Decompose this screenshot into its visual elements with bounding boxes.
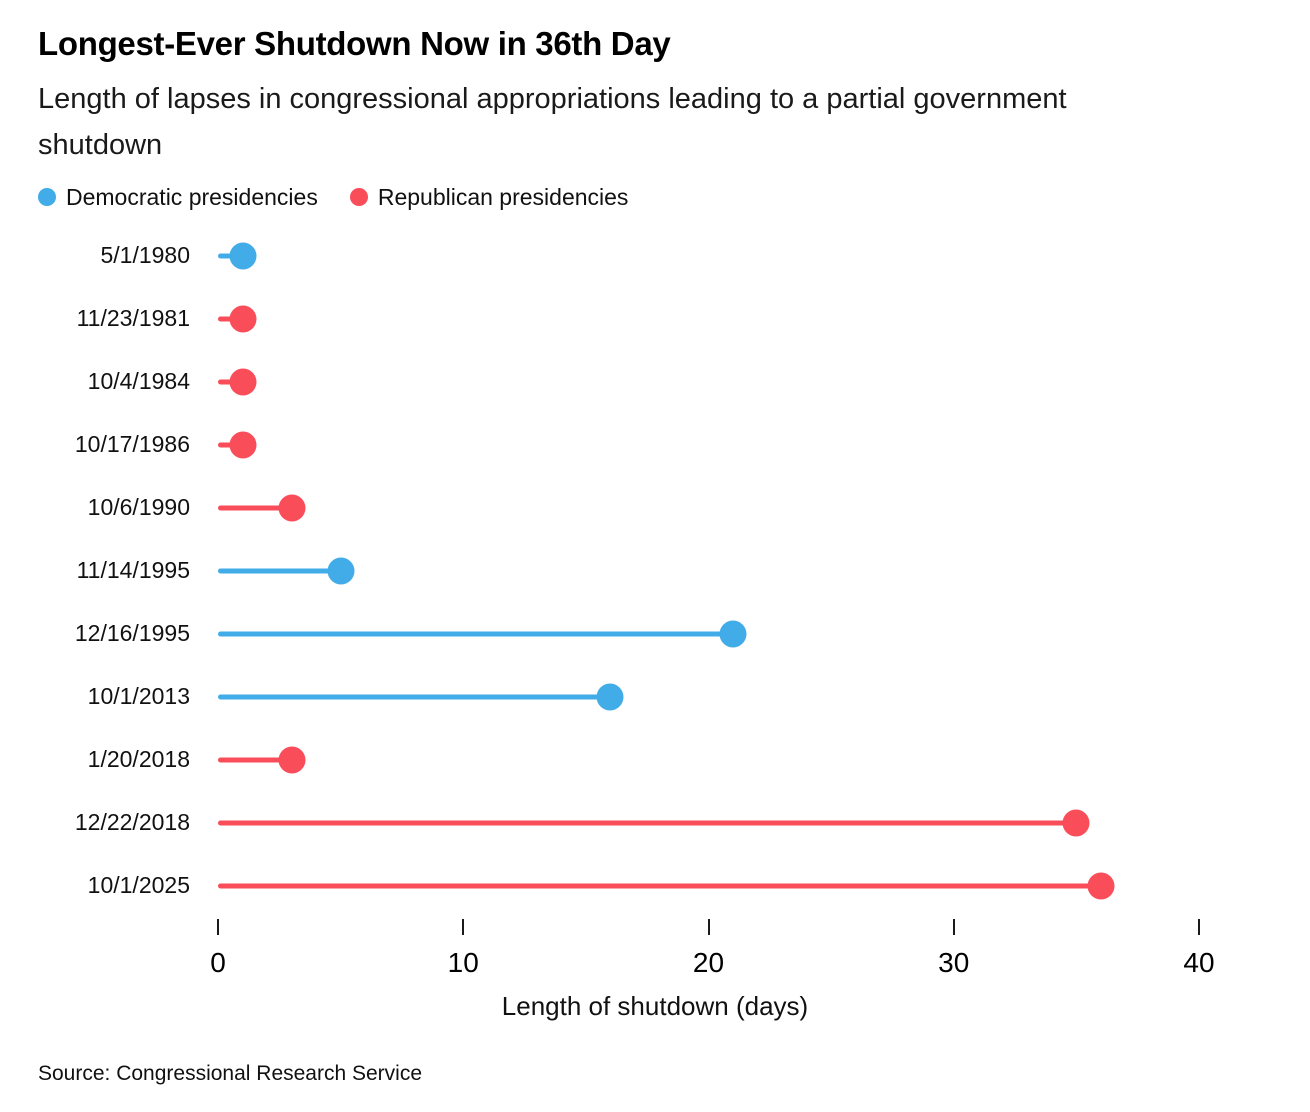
x-axis-tick-mark xyxy=(462,919,465,936)
row-plot-area xyxy=(218,224,1199,287)
chart-row: 10/4/1984 xyxy=(38,350,1310,413)
lollipop-dot xyxy=(229,242,257,270)
chart-subtitle: Length of lapses in congressional approp… xyxy=(38,82,1067,161)
chart-row: 10/1/2013 xyxy=(38,665,1310,728)
chart-row: 10/17/1986 xyxy=(38,413,1310,476)
x-axis-tick-label: 30 xyxy=(938,947,970,979)
x-axis-tick-mark xyxy=(217,919,219,936)
chart-row: 10/6/1990 xyxy=(38,476,1310,539)
category-label: 10/6/1990 xyxy=(87,494,190,521)
category-label: 10/17/1986 xyxy=(74,431,190,458)
x-axis-tick-label: 0 xyxy=(210,947,226,979)
row-plot-area xyxy=(218,539,1199,602)
x-axis-tick-mark xyxy=(952,919,955,936)
chart-row: 11/14/1995 xyxy=(38,539,1310,602)
chart-row: 12/16/1995 xyxy=(38,602,1310,665)
category-label: 11/23/1981 xyxy=(76,305,190,332)
x-axis-tick-label: 40 xyxy=(1183,947,1215,979)
category-label: 11/14/1995 xyxy=(76,557,190,584)
chart-rows: 5/1/1980 11/23/1981 10/4/1984 10/17/1986 10/… xyxy=(38,224,1310,917)
lollipop-stem xyxy=(218,757,292,763)
legend: Democratic presidencies Republican presi… xyxy=(38,182,1310,212)
category-label: 10/4/1984 xyxy=(87,368,190,395)
chart-row: 12/22/2018 xyxy=(38,791,1310,854)
row-plot-area xyxy=(218,854,1199,917)
x-axis-tick-label: 10 xyxy=(447,947,479,979)
chart-title: Longest-Ever Shutdown Now in 36th Day xyxy=(38,25,671,62)
lollipop-dot xyxy=(596,683,624,711)
legend-item-republican: Republican presidencies xyxy=(349,183,629,211)
category-label: 12/22/2018 xyxy=(74,809,190,836)
lollipop-dot xyxy=(229,431,257,459)
lollipop-stem xyxy=(218,883,1101,889)
chart-row: 11/23/1981 xyxy=(38,287,1310,350)
lollipop-dot xyxy=(278,746,306,774)
x-axis: 0 10 20 30 40 xyxy=(210,917,1215,979)
lollipop-stem xyxy=(218,820,1077,826)
x-axis-tick-mark xyxy=(707,919,710,936)
row-plot-area xyxy=(218,791,1199,854)
lollipop-stem xyxy=(218,505,292,511)
row-plot-area xyxy=(218,350,1199,413)
lollipop-dot xyxy=(719,620,747,648)
legend-dot-democratic-icon xyxy=(38,188,56,207)
category-label: 10/1/2025 xyxy=(87,872,190,899)
x-axis-tick-mark xyxy=(1198,919,1200,936)
category-label: 10/1/2013 xyxy=(87,683,190,710)
lollipop-dot xyxy=(229,368,257,396)
chart-row: 10/1/2025 xyxy=(38,854,1310,917)
x-axis-label: Length of shutdown (days) xyxy=(501,991,809,1022)
row-plot-area xyxy=(218,287,1199,350)
lollipop-dot xyxy=(278,494,306,522)
lollipop-dot xyxy=(327,557,355,585)
row-plot-area xyxy=(218,665,1199,728)
lollipop-stem xyxy=(218,694,611,700)
lollipop-stem xyxy=(218,568,341,574)
chart-row: 1/20/2018 xyxy=(38,728,1310,791)
category-label: 12/16/1995 xyxy=(74,620,190,647)
legend-label-democratic: Democratic presidencies xyxy=(66,183,318,210)
row-plot-area xyxy=(218,413,1199,476)
lollipop-stem xyxy=(218,631,734,637)
row-plot-area xyxy=(218,602,1199,665)
category-label: 1/20/2018 xyxy=(87,746,190,773)
legend-dot-republican-icon xyxy=(349,188,368,207)
chart-row: 5/1/1980 xyxy=(38,224,1310,287)
lollipop-dot xyxy=(1062,809,1090,837)
x-axis-tick-label: 20 xyxy=(692,947,725,979)
row-plot-area xyxy=(218,476,1199,539)
legend-item-democratic: Democratic presidencies xyxy=(38,184,318,211)
row-plot-area xyxy=(218,728,1199,791)
legend-label-republican: Republican presidencies xyxy=(377,183,629,210)
category-label: 5/1/1980 xyxy=(100,242,190,269)
lollipop-dot xyxy=(229,305,257,333)
lollipop-dot xyxy=(1087,872,1115,900)
source-note: Source: Congressional Research Service xyxy=(38,1062,423,1086)
